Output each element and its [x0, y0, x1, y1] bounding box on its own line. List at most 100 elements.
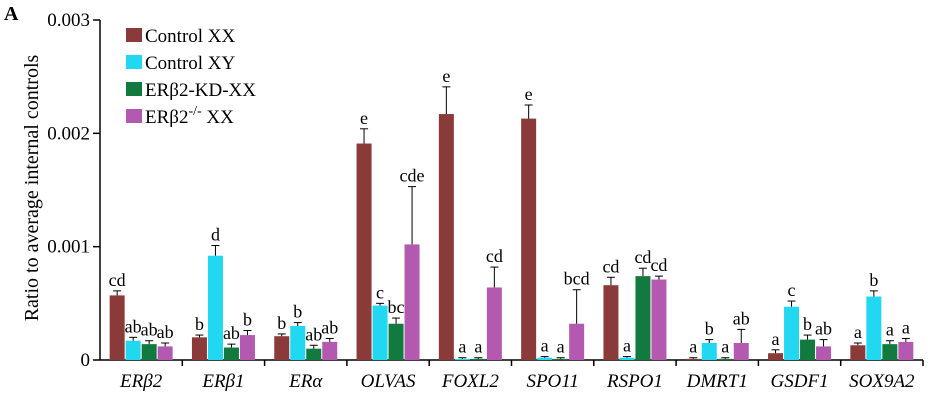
legend: Control XX Control XY ERβ2-KD-XX ERβ2-/- XX [126, 26, 256, 128]
bar [223, 347, 239, 360]
significance-label: ab [305, 324, 322, 344]
legend-entry: Control XX [145, 26, 236, 47]
bar [553, 358, 569, 360]
bar [521, 118, 537, 360]
significance-label: ab [125, 316, 142, 336]
x-tick-label: GSDF1 [771, 371, 829, 392]
significance-label: a [557, 337, 565, 357]
significance-label: a [689, 337, 697, 357]
bar [537, 357, 553, 360]
bar [816, 346, 832, 360]
legend-entry: ERβ2-KD-XX [145, 80, 256, 101]
x-tick-label: SOX9A2 [849, 371, 915, 392]
significance-label: a [772, 329, 780, 349]
bar [306, 348, 322, 360]
bar [438, 114, 454, 360]
bar [239, 335, 255, 360]
significance-label: ab [157, 322, 174, 342]
y-axis-label: Ratio to average internal controls [21, 55, 43, 322]
y-tick-label: 0 [81, 350, 91, 371]
bar [882, 344, 898, 360]
bar [850, 345, 866, 360]
panel-label: A [4, 3, 19, 25]
bar [356, 143, 372, 360]
significance-label: bc [388, 297, 405, 317]
significance-label: cd [634, 247, 651, 267]
legend-entry: ERβ2-/- XX [145, 104, 234, 128]
bar [372, 305, 388, 360]
y-tick-label: 0.003 [47, 10, 90, 31]
x-tick-label: OLVAS [361, 371, 416, 392]
legend-swatch [126, 82, 142, 96]
bar [569, 323, 585, 360]
significance-label: a [623, 336, 631, 356]
x-tick-label: ERα [288, 371, 323, 392]
axes: 0 0.001 0.002 0.003 ERβ2 ERβ1 ERα OLVAS FOXL2 SPO… [47, 10, 924, 392]
significance-label: cd [486, 246, 503, 266]
bar [733, 343, 749, 360]
bar [486, 287, 502, 360]
significance-label: b [705, 319, 714, 339]
significance-label: b [195, 314, 204, 334]
bar [685, 358, 701, 360]
significance-label: a [458, 337, 466, 357]
bar [619, 357, 635, 360]
bar [800, 339, 816, 360]
significance-label: cde [400, 166, 425, 186]
bar [388, 323, 404, 360]
bar [157, 346, 173, 360]
y-tick-label: 0.002 [47, 123, 90, 144]
significance-label: a [474, 337, 482, 357]
significance-label: ab [223, 323, 240, 343]
significance-label: bcd [564, 269, 590, 289]
significance-label: a [541, 336, 549, 356]
legend-swatch [126, 28, 142, 42]
significance-label: cd [602, 256, 619, 276]
x-tick-label: SPO11 [526, 371, 578, 392]
significance-label: a [902, 317, 910, 337]
bar [109, 295, 125, 360]
bar [784, 306, 800, 360]
significance-label: e [442, 66, 450, 86]
bar [635, 276, 651, 360]
significance-label: a [886, 320, 894, 340]
x-tick-label: FOXL2 [441, 371, 500, 392]
significance-label: d [211, 225, 220, 245]
bar [898, 341, 914, 360]
bar [404, 244, 420, 360]
bar [191, 337, 207, 360]
bar [274, 336, 290, 360]
significance-label: ab [321, 317, 338, 337]
significance-label: b [277, 313, 286, 333]
legend-entry: Control XY [145, 53, 236, 74]
significance-label: cd [109, 270, 126, 290]
significance-label: b [803, 314, 812, 334]
x-tick-label: ERβ2 [119, 371, 163, 392]
significance-label: b [243, 310, 252, 330]
significance-label: c [376, 282, 384, 302]
x-tick-label: DMRT1 [686, 371, 748, 392]
significance-label: a [854, 322, 862, 342]
bar [768, 353, 784, 360]
bar [290, 326, 306, 360]
bar [207, 255, 223, 360]
significance-label: c [788, 280, 796, 300]
x-tick-label: ERβ1 [201, 371, 244, 392]
significance-label: ab [141, 320, 158, 340]
significance-label: b [869, 270, 878, 290]
significance-label: ab [733, 308, 750, 328]
significance-label: e [360, 108, 368, 128]
y-tick-label: 0.001 [47, 237, 90, 258]
bar [322, 341, 338, 360]
significance-label: e [525, 84, 533, 104]
significance-label: b [293, 302, 302, 322]
bar [701, 343, 717, 360]
significance-label: a [721, 337, 729, 357]
bar [125, 340, 141, 360]
significance-label: ab [815, 319, 832, 339]
bar [651, 279, 667, 360]
bar [141, 344, 157, 360]
bar [454, 358, 470, 360]
